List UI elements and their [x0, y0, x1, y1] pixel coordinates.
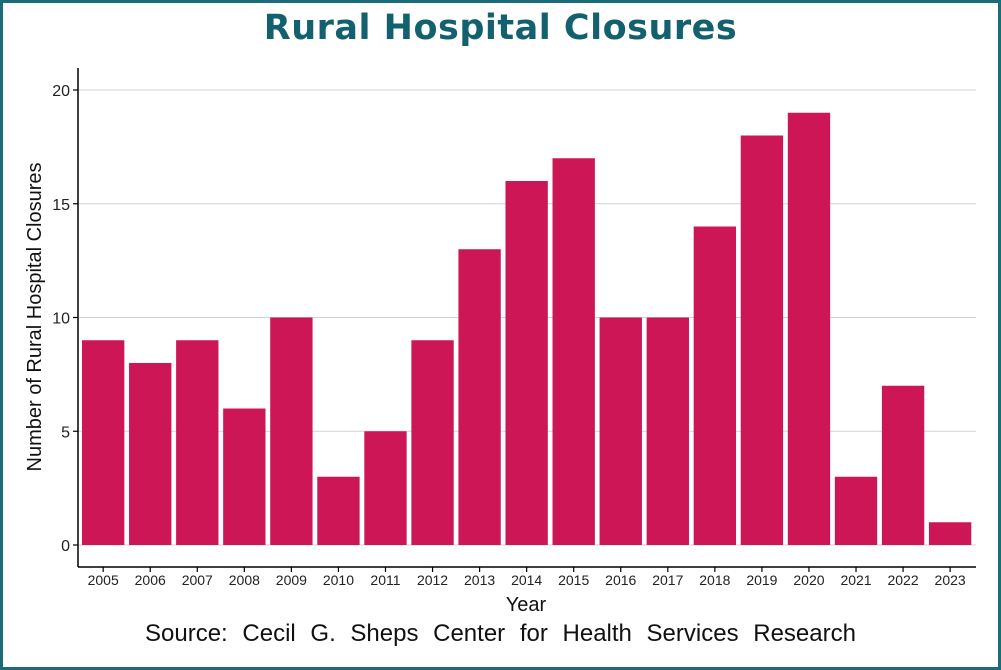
y-tick-label: 5 — [61, 424, 70, 441]
x-tick-label: 2008 — [229, 572, 260, 588]
x-tick-label: 2019 — [746, 572, 777, 588]
bar-2022 — [881, 385, 925, 545]
bar-2006 — [129, 363, 172, 545]
bar-2020 — [787, 112, 831, 545]
bar-2016 — [599, 317, 642, 545]
x-tick-label: 2016 — [605, 572, 636, 588]
y-tick-label: 10 — [52, 311, 70, 328]
x-tick-label: 2014 — [511, 572, 542, 588]
x-tick-label: 2009 — [276, 572, 307, 588]
bar-2013 — [458, 249, 501, 545]
bar-2023 — [928, 522, 972, 545]
x-tick-label: 2005 — [88, 572, 119, 588]
y-tick-label: 15 — [52, 197, 70, 214]
x-axis-label: Year — [506, 594, 547, 616]
bar-2007 — [176, 340, 219, 545]
bar-2015 — [552, 158, 595, 545]
x-tick-label: 2012 — [417, 572, 448, 588]
y-tick-label: 0 — [61, 538, 70, 555]
axes — [73, 68, 976, 572]
bar-2005 — [82, 340, 125, 545]
chart-title: Rural Hospital Closures — [263, 8, 738, 48]
x-tick-labels: 2005 2006 2007 2008 2009 2010 2011 2012 2013 2014… — [88, 572, 966, 588]
x-tick-label: 2018 — [699, 572, 730, 588]
bar-2011 — [364, 431, 407, 545]
bar-2018 — [693, 226, 737, 545]
bars — [82, 112, 972, 545]
x-tick-label: 2021 — [840, 572, 871, 588]
y-tick-labels: 0 5 10 15 20 — [52, 83, 70, 555]
bar-2008 — [223, 408, 266, 545]
bar-2017 — [646, 317, 689, 545]
bar-2012 — [411, 340, 454, 545]
x-tick-label: 2020 — [793, 572, 824, 588]
x-tick-label: 2006 — [135, 572, 166, 588]
bar-2019 — [740, 135, 784, 545]
x-tick-label: 2023 — [935, 572, 966, 588]
bar-2009 — [270, 317, 313, 545]
bar-2021 — [834, 476, 878, 545]
x-tick-label: 2022 — [887, 572, 918, 588]
bar-2010 — [317, 476, 360, 545]
bar-2014 — [505, 181, 548, 545]
x-tick-label: 2015 — [558, 572, 589, 588]
x-tick-label: 2013 — [464, 572, 495, 588]
source-note: Source: Cecil G. Sheps Center for Health… — [145, 620, 856, 647]
x-tick-label: 2007 — [182, 572, 213, 588]
y-tick-label: 20 — [52, 83, 70, 100]
x-tick-label: 2011 — [370, 572, 400, 588]
x-tick-label: 2017 — [652, 572, 683, 588]
x-tick-label: 2010 — [323, 572, 354, 588]
y-axis-label: Number of Rural Hospital Closures — [24, 162, 46, 471]
